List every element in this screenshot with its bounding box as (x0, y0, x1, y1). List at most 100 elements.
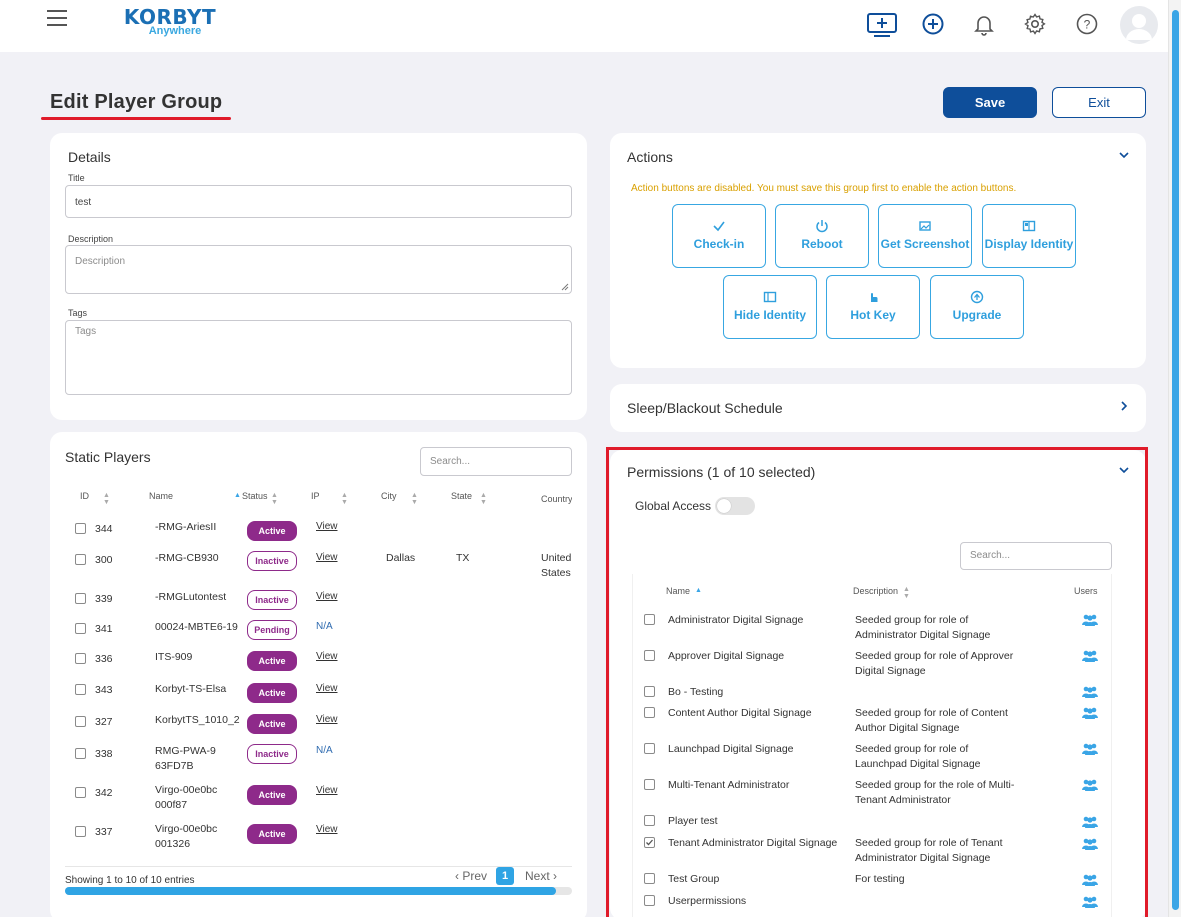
next-page-button[interactable]: Next › (525, 869, 558, 883)
permission-checkbox[interactable] (644, 779, 655, 790)
col-header-state[interactable]: State (451, 491, 473, 501)
row-checkbox[interactable] (75, 623, 86, 634)
hide-identity-button[interactable]: Hide Identity (723, 275, 817, 339)
prev-page-button[interactable]: ‹ Prev (455, 869, 488, 883)
global-access-toggle[interactable] (715, 497, 755, 515)
row-checkbox[interactable] (75, 787, 86, 798)
users-icon[interactable] (1081, 873, 1099, 887)
permission-checkbox[interactable] (644, 815, 655, 826)
sort-icon[interactable]: ▲ ▼ (411, 492, 418, 506)
users-icon[interactable] (1081, 895, 1099, 909)
hamburger-menu-icon[interactable] (47, 10, 67, 26)
page-scrollbar[interactable] (1168, 0, 1181, 917)
users-icon[interactable] (1081, 778, 1099, 792)
player-name[interactable]: -RMG-AriesII (155, 521, 217, 533)
scrollbar-thumb[interactable] (1172, 10, 1179, 910)
display-identity-button[interactable]: Display Identity (982, 204, 1076, 268)
bell-icon[interactable] (972, 12, 996, 36)
monitor-add-icon[interactable] (866, 12, 898, 38)
users-icon[interactable] (1081, 613, 1099, 627)
sleep-blackout-card[interactable] (610, 384, 1146, 432)
col-header-country[interactable]: Country (541, 494, 572, 504)
permission-checkbox[interactable] (644, 650, 655, 661)
description-textarea[interactable]: Description (65, 245, 572, 294)
users-icon[interactable] (1081, 649, 1099, 663)
permission-checkbox[interactable] (644, 614, 655, 625)
ip-view-link[interactable]: View (316, 521, 338, 532)
ip-view-link[interactable]: View (316, 714, 338, 725)
player-name[interactable]: RMG-PWA-963FD7B (155, 745, 216, 772)
player-name[interactable]: -RMG-CB930 (155, 552, 219, 564)
player-name[interactable]: ITS-909 (155, 651, 193, 663)
gear-icon[interactable] (1023, 12, 1047, 36)
col-header-status[interactable]: Status (242, 491, 268, 501)
sort-icon[interactable]: ▲ ▼ (271, 492, 278, 506)
upgrade-button[interactable]: Upgrade (930, 275, 1024, 339)
save-button[interactable]: Save (943, 87, 1037, 118)
row-checkbox[interactable] (75, 748, 86, 759)
player-name[interactable]: 00024-MBTE6-19 (155, 621, 238, 633)
col-header-city[interactable]: City (381, 491, 397, 501)
users-icon[interactable] (1081, 815, 1099, 829)
permission-checkbox[interactable] (644, 895, 655, 906)
permission-checkbox-checked[interactable] (644, 837, 655, 848)
row-checkbox[interactable] (75, 826, 86, 837)
ip-view-link[interactable]: View (316, 785, 338, 796)
ip-view-link[interactable]: View (316, 591, 338, 602)
row-checkbox[interactable] (75, 593, 86, 604)
player-name[interactable]: -RMGLutontest (155, 591, 227, 603)
permission-checkbox[interactable] (644, 873, 655, 884)
col-header-ip[interactable]: IP (311, 491, 320, 501)
col-header-id[interactable]: ID (80, 491, 89, 501)
ip-view-link[interactable]: View (316, 683, 338, 694)
get-screenshot-button[interactable]: Get Screenshot (878, 204, 972, 268)
permissions-collapse-chevron-icon[interactable] (1118, 464, 1130, 476)
exit-button[interactable]: Exit (1052, 87, 1146, 118)
static-players-search-input[interactable]: Search... (420, 447, 572, 476)
permission-checkbox[interactable] (644, 743, 655, 754)
tags-input[interactable]: Tags (65, 320, 572, 395)
player-name[interactable]: Virgo-00e0bc001326 (155, 823, 218, 850)
sort-icon[interactable]: ▲ ▼ (341, 492, 348, 506)
sort-icon[interactable]: ▲ ▼ (103, 492, 110, 506)
sort-asc-icon[interactable]: ▲ (695, 587, 702, 594)
sort-icon[interactable]: ▲ ▼ (903, 586, 910, 600)
korbyt-logo[interactable]: KORBYT Anywhere (120, 6, 220, 37)
row-checkbox[interactable] (75, 554, 86, 565)
ip-view-link[interactable]: View (316, 651, 338, 662)
ip-view-link[interactable]: View (316, 824, 338, 835)
reboot-button[interactable]: Reboot (775, 204, 869, 268)
users-icon[interactable] (1081, 742, 1099, 756)
users-icon[interactable] (1081, 837, 1099, 851)
users-icon[interactable] (1081, 685, 1099, 699)
row-checkbox[interactable] (75, 716, 86, 727)
table-horizontal-scrollbar[interactable] (65, 887, 572, 895)
plus-circle-icon[interactable] (921, 12, 945, 36)
row-checkbox[interactable] (75, 653, 86, 664)
ip-view-link[interactable]: View (316, 552, 338, 563)
perm-col-header-name[interactable]: Name (666, 586, 691, 596)
permission-checkbox[interactable] (644, 707, 655, 718)
table-scrollbar-thumb[interactable] (65, 887, 556, 895)
users-icon[interactable] (1081, 706, 1099, 720)
resize-handle-icon[interactable] (561, 283, 569, 291)
sort-icon[interactable]: ▲ ▼ (480, 492, 487, 506)
player-name[interactable]: Korbyt-TS-Elsa (155, 683, 227, 695)
row-checkbox[interactable] (75, 684, 86, 695)
permissions-search-input[interactable]: Search... (960, 542, 1112, 570)
permission-checkbox[interactable] (644, 686, 655, 697)
sleep-expand-chevron-icon[interactable] (1118, 400, 1130, 412)
row-checkbox[interactable] (75, 523, 86, 534)
check-in-button[interactable]: Check-in (672, 204, 766, 268)
perm-col-header-description[interactable]: Description (853, 586, 899, 596)
hot-key-button[interactable]: Hot Key (826, 275, 920, 339)
col-header-name[interactable]: Name (149, 491, 174, 501)
player-name[interactable]: Virgo-00e0bc000f87 (155, 784, 218, 811)
page-number-button[interactable]: 1 (496, 867, 514, 885)
title-input[interactable]: test (65, 185, 572, 218)
user-avatar[interactable] (1120, 6, 1158, 44)
actions-collapse-chevron-icon[interactable] (1118, 149, 1130, 161)
help-icon[interactable]: ? (1075, 12, 1099, 36)
sort-asc-icon[interactable]: ▲ (234, 492, 241, 499)
player-name[interactable]: KorbytTS_1010_2 (155, 714, 240, 726)
